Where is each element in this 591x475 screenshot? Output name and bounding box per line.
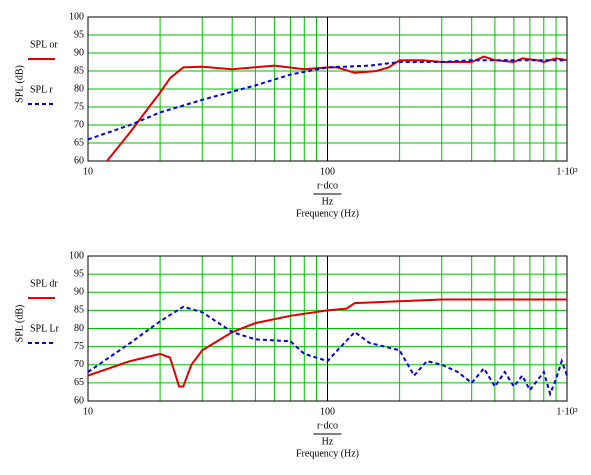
y-tick-label: 90 (74, 47, 84, 58)
y-tick-label: 80 (74, 83, 84, 94)
x-tick-label: 100 (320, 406, 335, 417)
y-tick-label: 95 (74, 268, 84, 279)
series-line (87, 305, 568, 397)
x-tick-label: 1·10³ (556, 166, 577, 177)
y-tick-label: 85 (74, 305, 84, 316)
y-axis-label: SPL (dB) (14, 65, 25, 103)
x-tick-label: 10 (83, 406, 93, 417)
legend-label: SPL Lr (30, 323, 59, 334)
y-tick-label: 65 (74, 137, 84, 148)
legend-label: SPL dr (30, 278, 58, 289)
y-tick-label: 90 (74, 287, 84, 298)
x-axis-denominator: Hz (322, 436, 334, 447)
x-axis-label: Frequency (Hz) (296, 208, 359, 219)
x-tick-label: 10 (83, 166, 93, 177)
y-tick-label: 80 (74, 323, 84, 334)
y-axis-label: SPL (dB) (14, 305, 25, 343)
y-tick-label: 75 (74, 341, 84, 352)
series-line (87, 59, 567, 141)
legend-label: SPL r (30, 84, 53, 95)
series-line (87, 298, 567, 388)
y-tick-label: 100 (69, 11, 84, 22)
y-tick-label: 65 (74, 377, 84, 388)
y-tick-label: 85 (74, 65, 84, 76)
plot-frame (87, 16, 568, 162)
y-tick-label: 70 (74, 119, 84, 130)
y-tick-label: 75 (74, 101, 84, 112)
y-tick-label: 60 (74, 155, 84, 166)
x-tick-label: 1·10³ (556, 406, 577, 417)
x-axis-label: Frequency (Hz) (296, 448, 359, 459)
legend-label: SPL or (30, 39, 58, 50)
y-tick-label: 100 (69, 250, 84, 261)
y-tick-label: 60 (74, 395, 84, 406)
x-axis-numerator: r·dco (317, 180, 338, 191)
y-tick-label: 95 (74, 29, 84, 40)
x-axis-denominator: Hz (322, 196, 334, 207)
x-tick-label: 100 (320, 166, 335, 177)
x-axis-numerator: r·dco (317, 420, 338, 431)
plot-frame (87, 255, 568, 402)
series-line (106, 55, 568, 162)
y-tick-label: 70 (74, 359, 84, 370)
